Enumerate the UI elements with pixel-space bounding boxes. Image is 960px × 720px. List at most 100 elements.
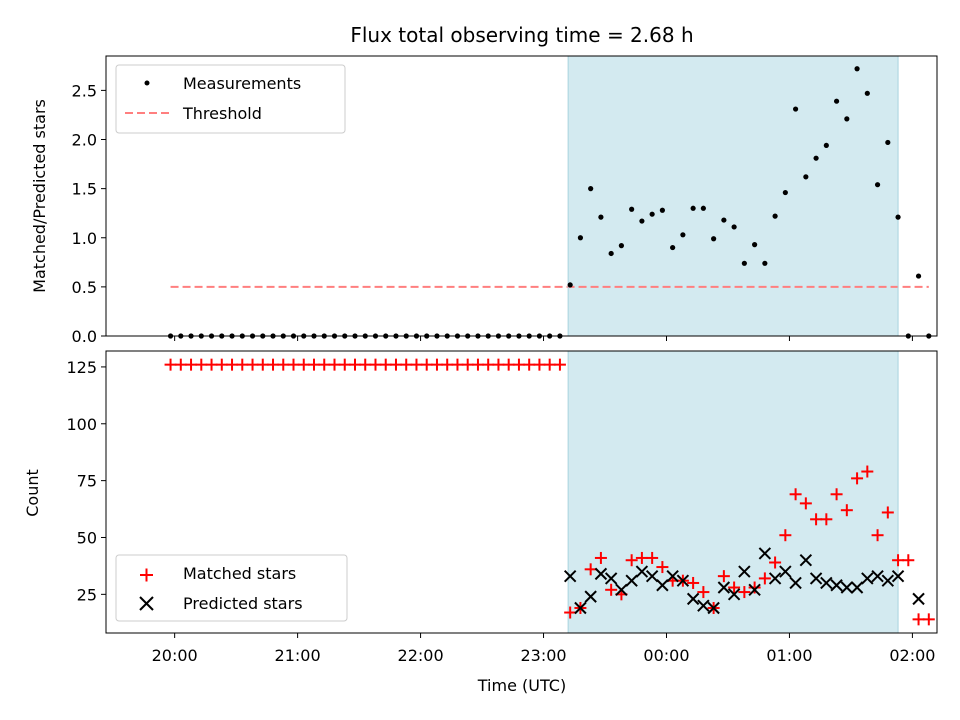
matched-star-point — [430, 358, 443, 371]
y-tick-label: 50 — [77, 528, 97, 547]
x-tick-label: 02:00 — [889, 646, 935, 665]
predicted-star-point — [912, 592, 925, 606]
predicted-star-point — [799, 554, 813, 567]
measurement-point — [731, 224, 737, 230]
matched-star-point — [861, 465, 874, 478]
measurement-point — [608, 250, 614, 257]
matched-star-point — [195, 358, 208, 371]
predicted-star-point — [881, 574, 895, 587]
matched-star-point — [922, 613, 935, 626]
matched-star-point — [810, 513, 823, 526]
matched-star-point — [328, 358, 341, 371]
x-tick-label: 21:00 — [275, 646, 321, 665]
matched-star-point — [471, 358, 484, 371]
top-observing-window — [568, 56, 899, 336]
predicted-star-points — [563, 547, 925, 615]
matched-star-point — [687, 576, 700, 589]
top-panel: 0.0 0.5 1.0 1.5 2.0 2.5 Matched/Predicted sta… — [30, 55, 938, 346]
matched-star-point — [717, 570, 730, 583]
measurement-point — [823, 142, 829, 149]
matched-star-point — [441, 358, 454, 371]
matched-star-point — [400, 358, 413, 371]
matched-star-point — [840, 504, 853, 517]
matched-star-point — [502, 358, 515, 371]
predicted-star-point — [666, 569, 679, 583]
measurement-point — [711, 236, 717, 242]
matched-star-point — [728, 581, 741, 594]
matched-star-point — [369, 358, 382, 371]
y-tick-label: 75 — [77, 472, 97, 491]
matched-star-point — [410, 358, 423, 371]
measurement-point — [874, 182, 881, 188]
measurement-point — [741, 260, 747, 266]
matched-star-point — [769, 556, 782, 569]
top-legend-box — [115, 64, 346, 134]
measurement-point — [885, 139, 891, 146]
bottom-x-ticks: 20:00 21:00 22:00 23:00 00:00 01:00 02:00 — [152, 633, 935, 665]
matched-star-point — [277, 358, 290, 371]
y-tick-label: 125 — [66, 358, 97, 377]
matched-star-point — [748, 581, 761, 594]
measurement-point — [762, 260, 768, 266]
matched-star-point — [236, 358, 249, 371]
matched-star-point — [584, 563, 597, 576]
predicted-star-point — [789, 576, 802, 590]
matched-star-point — [779, 529, 792, 542]
predicted-star-point — [615, 583, 628, 596]
bottom-panel: 25 50 75 100 125 20:00 21:00 22:00 23:00 00:00 01… — [23, 350, 938, 695]
matched-star-point — [348, 358, 361, 371]
top-plot-frame — [105, 55, 938, 337]
measurement-point — [915, 273, 922, 279]
measurement-point — [670, 244, 676, 251]
measurement-point — [864, 90, 870, 96]
predicted-star-point — [697, 599, 710, 612]
y-tick-label: 2.5 — [72, 81, 97, 100]
matched-star-point — [461, 358, 474, 371]
matched-star-point — [646, 551, 659, 564]
measurement-point — [690, 205, 696, 211]
matched-star-point — [902, 554, 915, 567]
matched-star-point — [420, 358, 433, 371]
top-legend: Measurements Threshold — [115, 64, 346, 134]
top-y-ticks: 0.0 0.5 1.0 1.5 2.0 2.5 — [72, 81, 106, 346]
y-tick-label: 2.0 — [72, 131, 97, 150]
matched-star-point — [738, 586, 751, 599]
x-tick-label: 01:00 — [766, 646, 812, 665]
matched-star-point — [553, 358, 566, 371]
matched-star-point — [523, 358, 536, 371]
chart-title: Flux total observing time = 2.68 h — [350, 23, 693, 47]
matched-star-point — [635, 551, 648, 564]
predicted-star-point — [861, 572, 874, 585]
y-tick-label: 25 — [77, 585, 97, 604]
x-axis-label: Time (UTC) — [477, 676, 566, 695]
measurement-point — [782, 189, 788, 196]
x-tick-label: 20:00 — [152, 646, 198, 665]
measurement-point — [639, 218, 645, 224]
predicted-star-point — [717, 581, 731, 594]
measurement-point — [700, 205, 706, 211]
predicted-star-point — [563, 569, 577, 583]
matched-star-point — [256, 358, 269, 371]
matched-star-point — [215, 358, 228, 371]
y-tick-label: 0.0 — [72, 327, 97, 346]
matched-star-points — [164, 351, 935, 633]
legend-matched-label: Matched stars — [183, 564, 296, 583]
matched-star-point — [287, 358, 300, 371]
predicted-star-point — [779, 565, 792, 578]
matched-star-point — [820, 513, 833, 526]
matched-star-point — [789, 488, 802, 501]
legend-measurements-marker — [144, 80, 150, 86]
matched-star-point — [205, 358, 218, 371]
measurement-point — [680, 232, 686, 238]
measurement-point — [721, 217, 727, 223]
matched-star-point — [564, 606, 577, 619]
measurement-point — [803, 174, 809, 180]
matched-star-point — [164, 358, 177, 371]
predicted-star-point — [830, 579, 843, 592]
matched-star-point — [318, 358, 331, 371]
matched-star-point — [174, 358, 187, 371]
matched-star-point — [697, 586, 710, 599]
predicted-star-point — [584, 590, 597, 603]
matched-star-point — [308, 358, 321, 371]
